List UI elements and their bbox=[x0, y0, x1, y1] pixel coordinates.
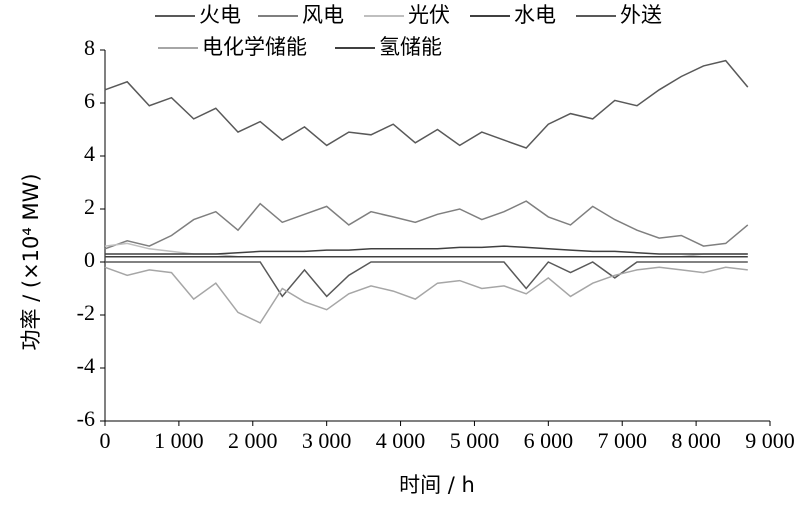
y-tick-label: 0 bbox=[84, 247, 95, 272]
x-tick-label: 1 000 bbox=[154, 428, 204, 453]
x-tick-label: 0 bbox=[100, 428, 111, 453]
legend-label: 电化学储能 bbox=[202, 35, 307, 59]
y-tick-label: -6 bbox=[77, 406, 95, 431]
x-axis-title: 时间 / h bbox=[399, 473, 475, 497]
y-axis-title: 功率 / (×10⁴ MW) bbox=[19, 173, 43, 350]
y-tick-label: 8 bbox=[84, 35, 95, 60]
series-line bbox=[104, 200, 749, 250]
x-tick-label: 5 000 bbox=[450, 428, 500, 453]
series-line bbox=[104, 266, 748, 324]
series-line bbox=[104, 59, 749, 149]
y-tick-label: -2 bbox=[77, 300, 95, 325]
y-tick-label: 6 bbox=[84, 88, 95, 113]
legend-label: 水电 bbox=[514, 3, 556, 27]
y-tick-label: -4 bbox=[77, 353, 95, 378]
x-tick-label: 3 000 bbox=[302, 428, 352, 453]
x-tick-label: 2 000 bbox=[228, 428, 278, 453]
x-tick-label: 9 000 bbox=[745, 428, 795, 453]
legend-label: 风电 bbox=[302, 3, 344, 27]
x-tick-label: 8 000 bbox=[671, 428, 721, 453]
x-tick-label: 4 000 bbox=[376, 428, 426, 453]
series-line bbox=[105, 245, 748, 255]
y-tick-label: 4 bbox=[84, 141, 95, 166]
x-tick-label: 6 000 bbox=[524, 428, 574, 453]
x-tick-label: 7 000 bbox=[597, 428, 647, 453]
legend-label: 火电 bbox=[199, 3, 241, 27]
legend-label: 光伏 bbox=[408, 3, 450, 27]
y-tick-label: 2 bbox=[84, 194, 95, 219]
series-line bbox=[105, 261, 748, 298]
legend-label: 外送 bbox=[620, 3, 662, 27]
legend-label: 氢储能 bbox=[379, 35, 442, 59]
